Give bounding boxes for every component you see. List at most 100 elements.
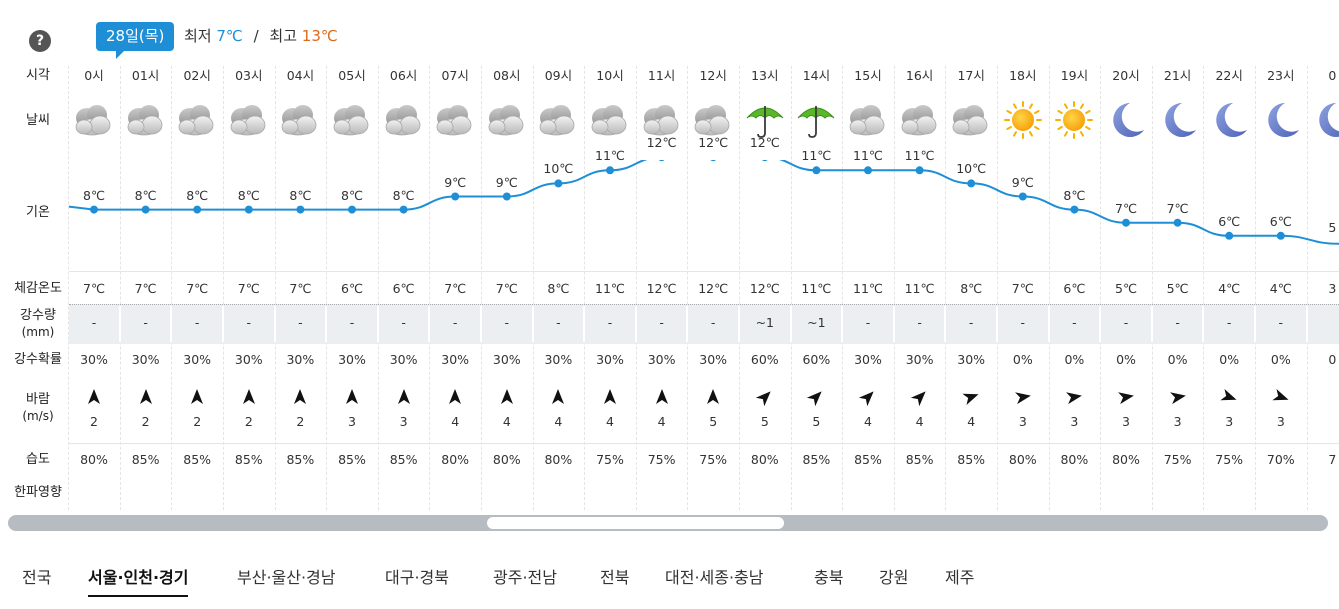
temperature-label: 8℃ <box>392 187 415 203</box>
region-tab[interactable]: 충북 <box>814 568 844 587</box>
rain-prob-value: 30% <box>338 352 366 367</box>
region-tab[interactable]: 제주 <box>945 568 975 587</box>
rainfall-cell-divider <box>892 306 895 342</box>
temperature-label: 10℃ <box>543 161 574 177</box>
wind-label: 바람 <box>26 392 50 407</box>
rain-prob-value: 0% <box>1116 352 1136 367</box>
hour-label: 21시 <box>1163 68 1192 83</box>
rainfall-value: - <box>452 315 458 330</box>
moon-icon <box>1310 100 1339 140</box>
humidity-value: 80% <box>1008 452 1037 467</box>
region-tabs: 전국 서울·인천·경기 부산·울산·경남 대구·경북 광주·전남 전북 대전·세종·충남 충북… <box>0 566 1339 600</box>
column-divider <box>274 66 276 510</box>
humidity-value: 85% <box>131 452 160 467</box>
feels-like-value: 11℃ <box>595 281 625 296</box>
temperature-label: 6℃ <box>1269 213 1292 229</box>
hour-label: 01시 <box>131 68 160 83</box>
max-value: 13℃ <box>301 27 338 45</box>
wind-direction-icon <box>704 388 722 406</box>
rainfall-cell-divider <box>273 306 276 342</box>
wind-speed-value: 3 <box>1173 414 1182 429</box>
wind-direction-icon <box>910 388 929 407</box>
rainfall-cell-divider <box>789 306 792 342</box>
column-divider <box>790 66 792 510</box>
temperature-label: 8℃ <box>289 187 312 203</box>
wind-speed-value: 4 <box>864 414 872 429</box>
humidity-value: 75% <box>647 452 676 467</box>
feels-like-value: 4℃ <box>1218 281 1241 296</box>
rainfall-cell-divider <box>944 306 947 342</box>
rainfall-label: 강수량 <box>20 308 56 323</box>
feels-like-value: 12℃ <box>698 281 729 296</box>
help-icon[interactable]: ? <box>29 30 51 52</box>
wind-speed-value: 2 <box>90 414 98 429</box>
hour-label: 11시 <box>647 68 676 83</box>
region-tab[interactable]: 대구·경북 <box>385 568 449 587</box>
humidity-value: 75% <box>596 452 624 467</box>
wind-direction-icon <box>85 388 103 406</box>
temperature-point <box>90 205 98 214</box>
hour-label: 14시 <box>802 68 831 83</box>
column-divider <box>223 66 224 510</box>
humidity-value: 80% <box>441 452 470 467</box>
rainfall-cell-divider <box>634 306 637 342</box>
rainfall-cell-divider <box>325 306 328 342</box>
temperature-label: 9℃ <box>1011 174 1034 190</box>
hourly-grid[interactable]: 0시 8℃ 7℃ -30% 2 80% 01시 8℃ 7℃ -30% 2 85% 02시 8℃ 7℃ -30%… <box>0 0 1339 510</box>
humidity-value: 85% <box>957 452 986 467</box>
region-tab[interactable]: 부산·울산·경남 <box>237 568 336 587</box>
rain-prob-value: 30% <box>183 352 212 367</box>
region-tab[interactable]: 광주·전남 <box>493 568 557 587</box>
row-divider <box>69 443 1339 444</box>
row-label-humidity: 습도 <box>26 452 50 467</box>
wind-speed-value: 2 <box>193 414 202 429</box>
rainfall-cell-divider <box>1150 306 1153 342</box>
region-tab[interactable]: 전국 <box>22 568 52 587</box>
cloudy-icon <box>949 100 993 140</box>
region-tab[interactable]: 서울·인천·경기 <box>88 566 189 597</box>
column-divider <box>1255 66 1256 510</box>
temperature-label: 8℃ <box>83 187 105 203</box>
wind-speed-value: 2 <box>244 414 253 429</box>
temperature-label: 7℃ <box>1115 200 1137 216</box>
column-divider <box>635 66 637 510</box>
feels-like-value: 8℃ <box>547 281 570 296</box>
wind-speed-value: 4 <box>451 414 460 429</box>
rain-prob-value: 30% <box>905 352 934 367</box>
feels-like-value: 11℃ <box>904 281 935 296</box>
column-divider <box>1048 66 1050 510</box>
temperature-point <box>864 166 872 175</box>
wind-speed-value: 2 <box>141 414 150 429</box>
rainfall-cell-divider <box>170 306 173 342</box>
region-tab[interactable]: 강원 <box>879 568 909 587</box>
temperature-point <box>1173 218 1182 227</box>
column-divider <box>429 66 431 510</box>
next-day-temp-partial: 5 <box>1328 219 1337 235</box>
column-divider <box>1151 66 1153 510</box>
temperature-point <box>1018 192 1027 201</box>
region-tab[interactable]: 전북 <box>600 568 630 587</box>
region-tab[interactable]: 대전·세종·충남 <box>665 568 764 587</box>
feels-like-value: 6℃ <box>1063 281 1086 296</box>
humidity-value: 75% <box>1163 452 1192 467</box>
wind-speed-value: 3 <box>399 414 408 429</box>
cloudy-icon <box>898 100 942 140</box>
moon-icon <box>1156 100 1200 140</box>
temperature-label: 12℃ <box>749 135 780 151</box>
humidity-value: 75% <box>699 452 728 467</box>
scrollbar-thumb[interactable] <box>487 517 784 529</box>
date-badge: 28일(목) <box>96 22 175 59</box>
rainfall-value: - <box>659 315 664 330</box>
wind-direction-icon <box>653 388 671 406</box>
rain-prob-value: 0% <box>1270 352 1291 367</box>
rainfall-value: - <box>349 315 355 330</box>
wind-direction-icon <box>1169 388 1187 406</box>
wind-speed-value: 3 <box>1122 414 1130 429</box>
rainfall-value: - <box>917 315 922 330</box>
rainfall-value: ~1 <box>807 315 826 330</box>
moon-icon <box>1104 100 1148 140</box>
humidity-value: 85% <box>905 452 934 467</box>
wind-speed-value: 4 <box>657 414 666 429</box>
temperature-label: 10℃ <box>956 161 987 177</box>
rainfall-value: - <box>1020 315 1026 330</box>
